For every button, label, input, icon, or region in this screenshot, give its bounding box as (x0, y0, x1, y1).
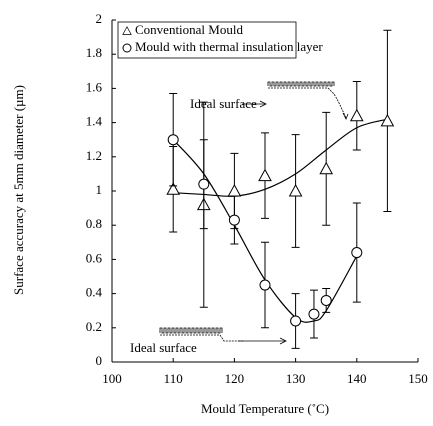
data-point (320, 294, 332, 306)
x-tick-label: 150 (408, 371, 428, 386)
y-tick-label: 1.6 (86, 79, 103, 94)
data-point (166, 182, 181, 195)
x-tick-label: 120 (225, 371, 245, 386)
data-point (228, 214, 240, 226)
y-tick-label: 0 (96, 353, 103, 368)
legend-label: Conventional Mould (135, 22, 243, 37)
data-point (227, 183, 242, 197)
x-tick-label: 110 (164, 371, 183, 386)
data-point (319, 161, 334, 175)
annotation: Ideal surface (130, 340, 197, 355)
data-point (258, 168, 272, 182)
y-tick-label: 1.2 (86, 148, 102, 163)
trend-line (173, 118, 388, 197)
y-tick-label: 2 (96, 11, 103, 26)
x-axis-label: Mould Temperature (˚C) (201, 401, 329, 416)
y-tick-label: 1.8 (86, 45, 102, 60)
annotation-arrow (159, 327, 287, 345)
y-tick-label: 0.6 (86, 250, 103, 265)
data-point (351, 247, 363, 259)
x-tick-label: 100 (102, 371, 122, 386)
y-tick-label: 1 (96, 182, 103, 197)
data-point (198, 178, 210, 190)
annotation: Ideal surface (190, 96, 257, 111)
data-point (349, 108, 364, 122)
x-tick-label: 140 (347, 371, 367, 386)
y-axis-label: Surface accuracy at 5mm diameter (µm) (11, 85, 26, 295)
legend-marker (122, 43, 132, 53)
y-tick-label: 0.2 (86, 319, 102, 334)
data-point (167, 134, 179, 146)
legend-marker (122, 26, 132, 35)
data-point (259, 279, 271, 291)
annotation-arrow (242, 81, 349, 120)
data-point (380, 113, 395, 127)
y-tick-label: 0.8 (86, 216, 102, 231)
x-tick-label: 130 (286, 371, 306, 386)
trend-line (172, 139, 358, 323)
data-point (290, 315, 302, 327)
y-tick-label: 0.4 (86, 285, 103, 300)
legend-label: Mould with thermal insulation layer (135, 39, 323, 54)
data-point (308, 308, 320, 320)
data-point (288, 183, 303, 197)
y-tick-label: 1.4 (86, 114, 103, 129)
legend-box (117, 21, 297, 59)
